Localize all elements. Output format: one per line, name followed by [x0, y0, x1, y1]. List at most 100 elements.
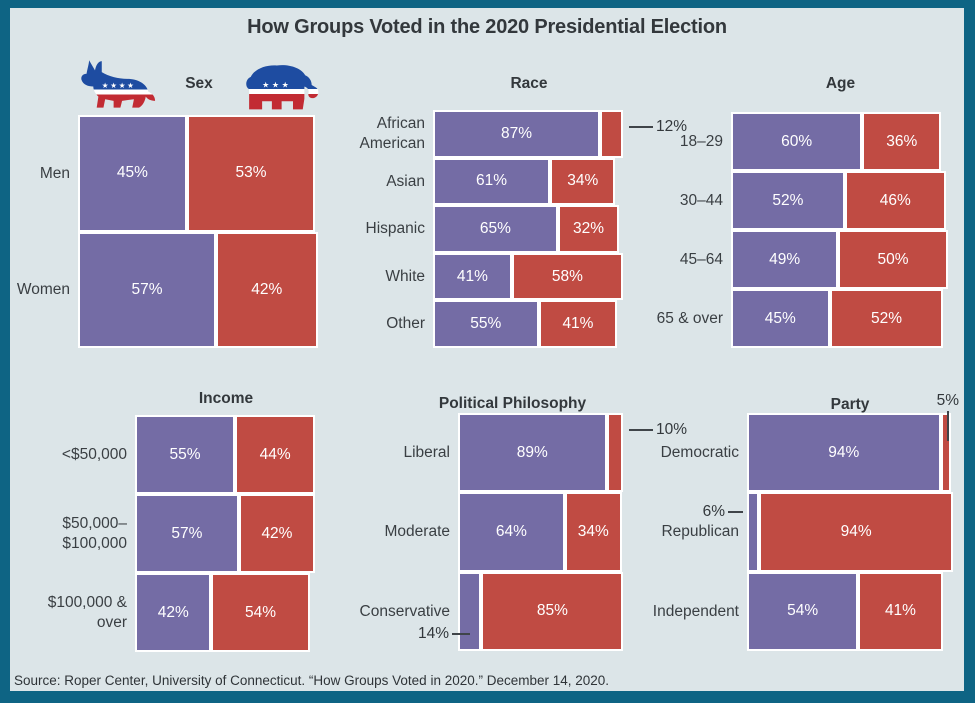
callout-text: 12% — [656, 118, 688, 135]
segment-value: 64% — [495, 522, 527, 540]
segment-value: 36% — [886, 132, 918, 150]
segment-value: 34% — [577, 522, 609, 540]
republican-segment: 42% — [238, 494, 316, 573]
democratic-segment: 89% — [458, 413, 607, 493]
bar-track: 65% 32% — [433, 205, 625, 253]
segment-value: 34% — [567, 172, 599, 190]
category-label: African American — [359, 115, 425, 152]
panel-title: Income — [198, 389, 254, 407]
segment-value: 61% — [476, 172, 508, 190]
democratic-segment: 55% — [135, 415, 236, 494]
democratic-segment: 41% — [433, 252, 512, 301]
democratic-segment: 57% — [78, 231, 216, 348]
panel-rows: <$50,000 55% 44% $50,000– $100,000 57% 42% $10… — [12, 415, 317, 652]
segment-value: 60% — [781, 132, 813, 150]
category-label: Other — [386, 315, 425, 333]
bar-track: 64% 34% — [458, 492, 625, 572]
panel-rows: African American 87% 12% Asian 61% 34% Hispani… — [333, 110, 687, 348]
democratic-segment: 52% — [731, 171, 845, 230]
category-label: 18–29 — [679, 132, 723, 150]
callout-line — [728, 511, 743, 514]
republican-segment: 94% — [759, 492, 953, 572]
bar-track: 60% 36% — [731, 112, 950, 171]
republican-segment: 52% — [829, 289, 944, 348]
category-label: White — [385, 267, 425, 285]
svg-text:★: ★ — [110, 81, 117, 90]
bar-track: 42% 54% — [135, 573, 317, 652]
category-row: White 41% 58% — [333, 252, 625, 301]
segment-value: 52% — [772, 191, 804, 209]
segment-value: 57% — [131, 280, 163, 298]
segment-value: 42% — [251, 280, 283, 298]
category-label: Hispanic — [365, 220, 425, 238]
figure-canvas: How Groups Voted in the 2020 Presidentia… — [10, 8, 964, 691]
segment-value: 45% — [764, 309, 796, 327]
category-row: Other 55% 41% — [333, 300, 625, 348]
bar-track: 57% 42% — [135, 494, 317, 573]
bar-track: 45% 52% — [731, 289, 950, 348]
bar-track: 55% 41% — [433, 300, 625, 348]
republican-segment: 34% — [550, 157, 616, 206]
democratic-segment — [458, 571, 482, 651]
category-row: <$50,000 55% 44% — [12, 415, 317, 494]
donkey-icon: ★ ★ ★ ★ — [81, 60, 156, 108]
democratic-segment: 61% — [433, 157, 551, 206]
segment-value: 50% — [877, 250, 909, 268]
panel-income: Income <$50,000 55% 44% $50,000– $100,000 57… — [12, 377, 317, 652]
bar-track: 61% 34% — [433, 157, 625, 206]
bar-track: 14% 85% — [418, 571, 625, 651]
panel-title: Political Philosophy — [438, 394, 587, 412]
republican-segment: 54% — [211, 573, 310, 652]
category-row: Republican 6% 94% — [630, 492, 953, 572]
segment-value: 94% — [828, 443, 860, 461]
republican-segment — [940, 413, 951, 493]
segment-value: 44% — [259, 445, 291, 463]
democratic-segment: 94% — [747, 413, 941, 493]
category-label: Republican — [661, 523, 739, 541]
category-label: $100,000 & over — [47, 594, 127, 631]
category-row: 18–29 60% 36% — [630, 112, 950, 171]
republican-segment: 53% — [186, 115, 316, 232]
category-row: $50,000– $100,000 57% 42% — [12, 494, 317, 573]
panel-political-philosophy: Political Philosophy Liberal 89% 10% Modera… — [340, 382, 687, 651]
callout-value: 14% — [418, 625, 470, 643]
bar-track: 6% 94% — [703, 492, 953, 572]
callout-line — [946, 411, 949, 441]
segment-value: 54% — [787, 602, 819, 620]
bar-track: 57% 42% — [78, 231, 320, 348]
bar-track: 94% 5% — [747, 392, 959, 493]
panel-party: Party Democratic 94% 5% Republican 6% 94% Inde… — [630, 383, 959, 651]
segment-value: 49% — [769, 250, 801, 268]
bar-track: 49% 50% — [731, 230, 950, 289]
democratic-segment: 42% — [135, 573, 212, 652]
democratic-segment — [747, 492, 760, 572]
category-row: Conservative 14% 85% — [340, 571, 625, 651]
svg-text:★: ★ — [119, 81, 126, 90]
segment-value: 42% — [261, 524, 293, 542]
callout-text: 6% — [702, 503, 725, 521]
panel-title: Sex — [185, 74, 213, 92]
category-row: 65 & over 45% 52% — [630, 289, 950, 348]
democratic-segment: 64% — [458, 492, 565, 572]
bar-track: 87% 12% — [433, 110, 687, 158]
democratic-segment: 55% — [433, 300, 539, 348]
segment-value: 55% — [169, 445, 201, 463]
segment-value: 45% — [116, 164, 148, 182]
category-label: Independent — [652, 602, 739, 620]
democratic-segment: 60% — [731, 112, 863, 171]
category-label: 45–64 — [679, 250, 723, 268]
category-row: Moderate 64% 34% — [340, 492, 625, 572]
callout-text: 5% — [936, 392, 959, 409]
bar-track: 55% 44% — [135, 415, 317, 494]
callout-text: 14% — [417, 624, 449, 642]
panel-race: Race African American 87% 12% Asian 61% 34% Hi… — [333, 62, 687, 348]
democratic-segment: 49% — [731, 230, 839, 289]
segment-value: 41% — [456, 267, 488, 285]
callout-value: 6% — [703, 503, 743, 521]
segment-value: 94% — [840, 522, 872, 540]
segment-value: 89% — [516, 443, 548, 461]
svg-text:★: ★ — [272, 80, 279, 89]
segment-value: 65% — [479, 219, 511, 237]
republican-segment: 50% — [838, 230, 948, 289]
category-label: Men — [39, 164, 70, 182]
